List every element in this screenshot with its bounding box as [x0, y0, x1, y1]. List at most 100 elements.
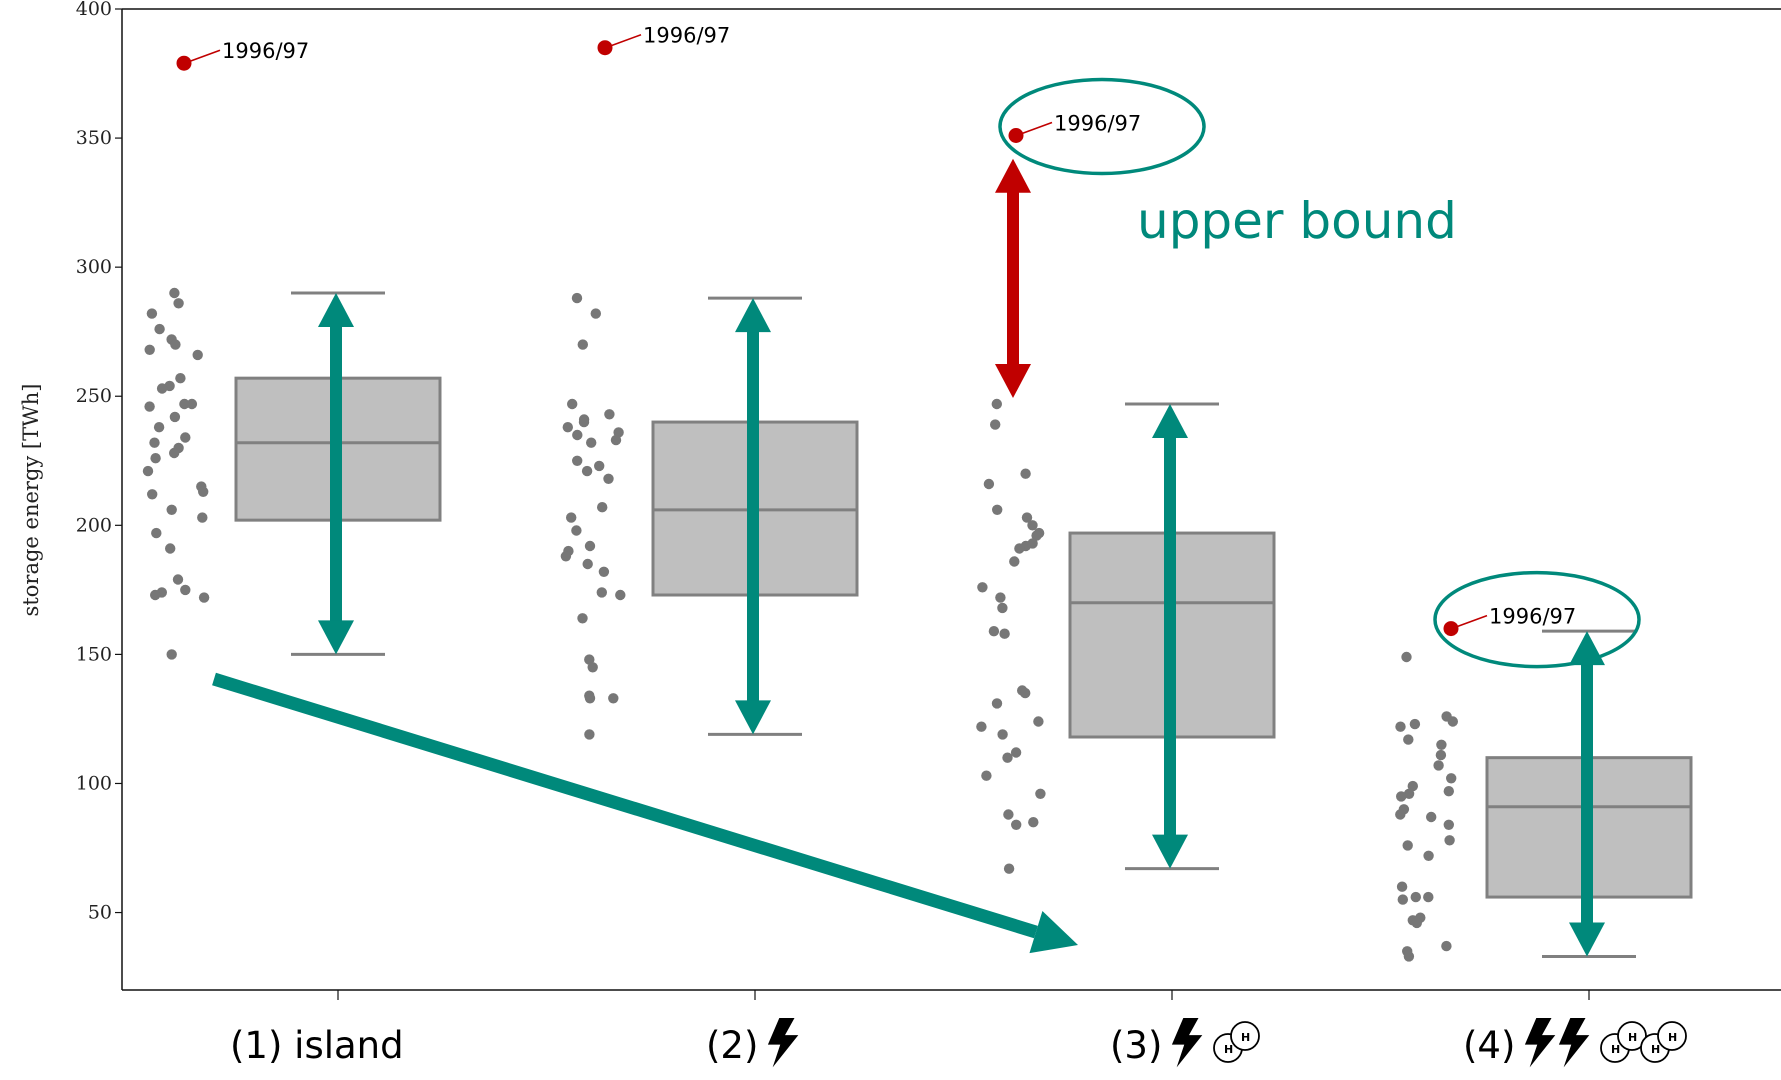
data-point	[1003, 809, 1014, 820]
data-point	[615, 589, 626, 601]
lightning-bolt-icon	[1558, 1018, 1590, 1068]
range-arrow	[1152, 403, 1188, 869]
data-point	[1436, 739, 1447, 750]
arrow-head	[1029, 911, 1078, 954]
y-tick-label: 350	[76, 127, 112, 149]
x-category-label: (2)	[706, 1024, 758, 1067]
hydrogen-molecule-icon: HH	[1213, 1021, 1260, 1063]
data-point	[1410, 891, 1422, 903]
data-point	[586, 437, 597, 448]
data-point	[981, 770, 992, 781]
data-point	[180, 584, 191, 596]
data-point	[1019, 687, 1031, 699]
data-point	[596, 587, 607, 598]
y-tick-label: 100	[76, 772, 112, 794]
outlier-leader-line	[1456, 614, 1488, 628]
data-point	[594, 460, 605, 472]
data-point	[1407, 780, 1419, 792]
data-point	[147, 489, 158, 500]
data-point	[150, 453, 161, 464]
data-point	[1395, 721, 1406, 732]
data-point	[572, 429, 583, 441]
data-point	[1035, 788, 1046, 799]
data-point	[997, 602, 1008, 614]
data-point	[153, 422, 165, 433]
data-point	[169, 411, 181, 423]
h2-letter: H	[1224, 1043, 1233, 1056]
data-point	[1403, 951, 1415, 962]
data-point	[999, 628, 1010, 639]
outlier-label: 1996/97	[1489, 605, 1576, 629]
data-point	[179, 398, 190, 410]
data-point	[1395, 809, 1406, 820]
data-point	[1396, 791, 1407, 802]
highlight-ellipse	[1433, 570, 1641, 669]
data-point	[1003, 863, 1015, 874]
data-point	[1011, 819, 1022, 830]
outlier-label: 1996/97	[643, 24, 730, 48]
data-point	[197, 512, 208, 523]
data-point	[571, 292, 583, 304]
hydrogen-molecule-icon: HH	[1600, 1021, 1647, 1063]
data-point	[144, 401, 155, 412]
data-point	[173, 298, 184, 309]
trend-arrow	[212, 672, 1078, 954]
data-point	[567, 398, 578, 410]
data-point	[1433, 760, 1444, 771]
data-point	[604, 409, 615, 420]
data-point	[976, 721, 987, 732]
axes: 50 100 150 200 250 300 350 400	[76, 0, 1781, 1000]
gap-arrow	[995, 158, 1031, 398]
lightning-bolt-icon	[1171, 1018, 1203, 1068]
data-point	[1435, 749, 1447, 761]
data-point	[1447, 716, 1459, 727]
arrow-head-down	[995, 363, 1031, 398]
data-point	[192, 349, 203, 361]
arrow-head-down	[1152, 834, 1188, 869]
data-point	[1021, 512, 1033, 523]
hydrogen-molecule-icon: HH	[1640, 1021, 1687, 1063]
data-point	[571, 525, 582, 536]
outlier-label: 1996/97	[222, 39, 309, 63]
data-point	[584, 729, 595, 740]
annotations: 1996/97 1996/97 1996/97 1996/97 (1) island (2…	[176, 24, 1687, 1068]
data-point	[1403, 788, 1415, 799]
outlier-point	[1443, 621, 1459, 637]
data-point	[1009, 556, 1020, 567]
data-point	[587, 662, 598, 673]
data-point	[1020, 468, 1031, 479]
arrow-head-up	[318, 292, 354, 327]
h2-letter: H	[1651, 1043, 1660, 1056]
h2-letter: H	[1628, 1031, 1637, 1044]
data-point	[977, 582, 988, 593]
data-point	[198, 592, 210, 603]
range-arrows	[212, 158, 1605, 957]
data-point	[1002, 752, 1013, 763]
x-category-label: (3)	[1110, 1024, 1162, 1067]
lightning-bolt-icon	[767, 1018, 799, 1068]
data-point	[1443, 819, 1455, 830]
data-point	[608, 693, 619, 704]
outlier-leader-line	[189, 49, 221, 62]
scatter-points	[142, 287, 1459, 962]
x-category-label: (4)	[1463, 1024, 1515, 1067]
data-point	[1031, 530, 1042, 541]
data-point	[156, 383, 168, 394]
data-point	[603, 473, 614, 484]
h2-letter: H	[1611, 1043, 1620, 1056]
upper-bound-annotation: upper bound	[1137, 192, 1457, 250]
data-point	[597, 502, 608, 513]
data-point	[150, 589, 161, 601]
data-point	[988, 626, 1000, 637]
h2-letter: H	[1241, 1031, 1250, 1044]
data-point	[175, 373, 186, 384]
data-point	[1403, 734, 1414, 745]
data-point	[991, 398, 1002, 410]
data-point	[1402, 840, 1413, 851]
data-point	[149, 437, 160, 448]
outlier-point	[1008, 127, 1024, 143]
data-point	[581, 465, 593, 477]
outlier-point	[597, 40, 613, 56]
data-point	[983, 478, 995, 490]
